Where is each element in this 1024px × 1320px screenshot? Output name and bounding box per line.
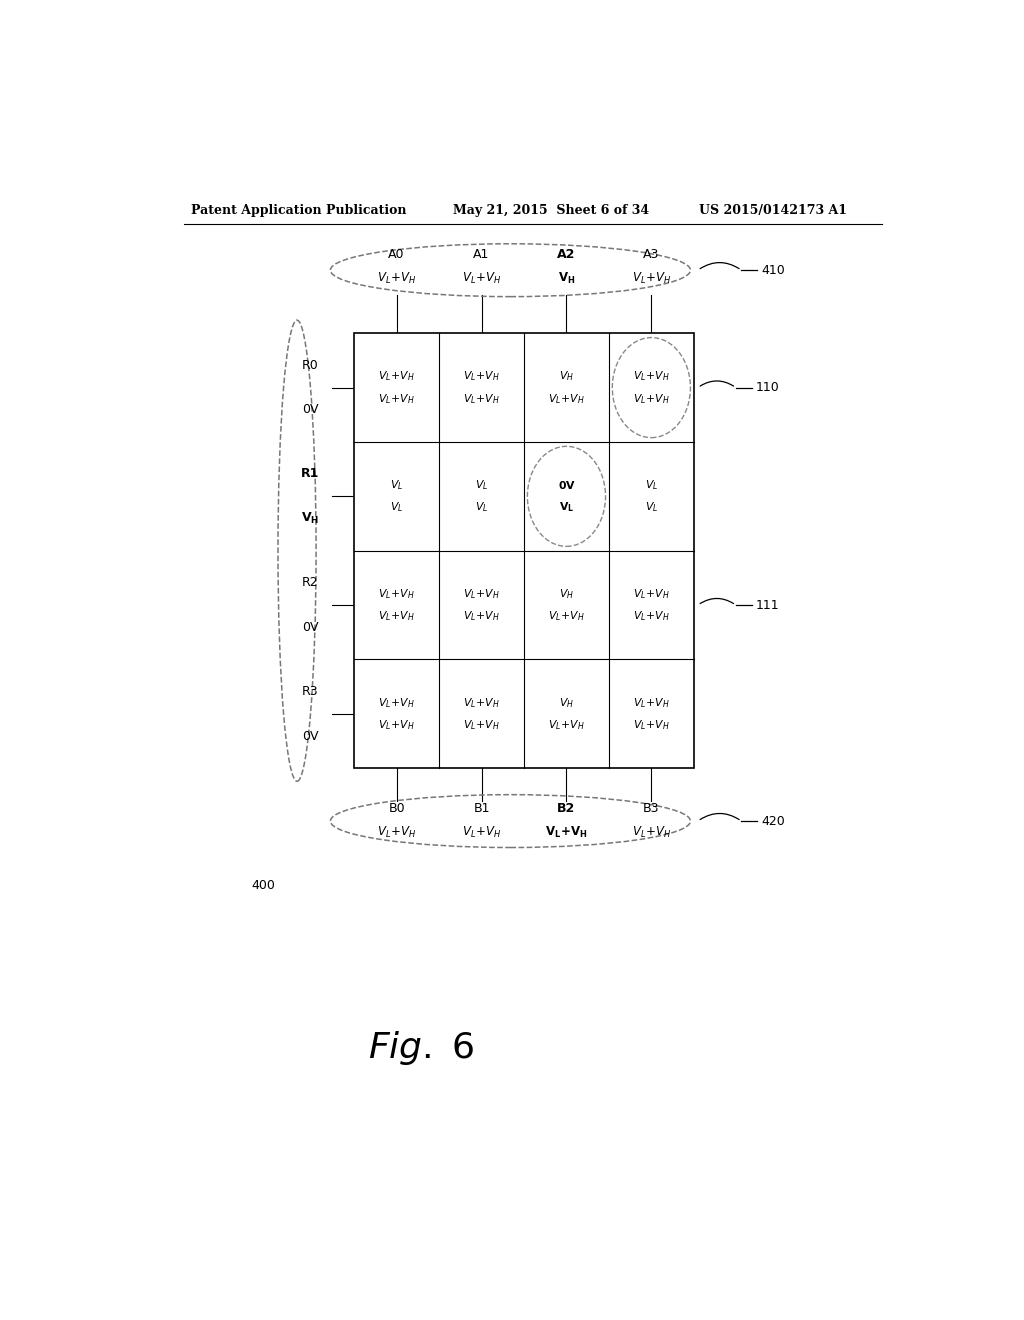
Text: $V_L\!+\!V_H$: $V_L\!+\!V_H$	[378, 370, 415, 383]
Text: 111: 111	[756, 598, 779, 611]
Text: Patent Application Publication: Patent Application Publication	[191, 205, 407, 216]
Text: $V_L\!+\!V_H$: $V_L\!+\!V_H$	[378, 718, 415, 733]
Text: R3: R3	[302, 685, 318, 698]
Text: $\mathbf{V_H}$: $\mathbf{V_H}$	[301, 511, 319, 527]
Text: $V_H$: $V_H$	[559, 696, 573, 710]
Text: $V_L\!+\!V_H$: $V_L\!+\!V_H$	[377, 825, 417, 840]
Text: $V_H$: $V_H$	[559, 370, 573, 383]
Text: May 21, 2015  Sheet 6 of 34: May 21, 2015 Sheet 6 of 34	[454, 205, 649, 216]
Text: $V_L$: $V_L$	[645, 478, 658, 492]
Text: $V_L$: $V_L$	[645, 500, 658, 515]
Text: $V_H$: $V_H$	[559, 587, 573, 601]
Text: US 2015/0142173 A1: US 2015/0142173 A1	[699, 205, 848, 216]
Text: R0: R0	[302, 359, 318, 372]
Text: B1: B1	[473, 803, 489, 816]
Text: $V_L\!+\!V_H$: $V_L\!+\!V_H$	[462, 271, 502, 286]
Text: $V_L$: $V_L$	[475, 500, 488, 515]
Text: $V_L\!+\!V_H$: $V_L\!+\!V_H$	[548, 392, 585, 405]
Text: $V_L\!+\!V_H$: $V_L\!+\!V_H$	[633, 392, 670, 405]
Text: $V_L\!+\!V_H$: $V_L\!+\!V_H$	[463, 718, 500, 733]
Text: $V_L\!+\!V_H$: $V_L\!+\!V_H$	[633, 370, 670, 383]
Text: $V_L\!+\!V_H$: $V_L\!+\!V_H$	[632, 271, 671, 286]
Text: $V_L\!+\!V_H$: $V_L\!+\!V_H$	[462, 825, 502, 840]
Text: 110: 110	[756, 381, 779, 395]
Text: $V_L\!+\!V_H$: $V_L\!+\!V_H$	[633, 718, 670, 733]
Text: $V_L\!+\!V_H$: $V_L\!+\!V_H$	[548, 718, 585, 733]
Text: $V_L\!+\!V_H$: $V_L\!+\!V_H$	[548, 610, 585, 623]
Text: 0V: 0V	[302, 730, 318, 743]
Text: $V_L\!+\!V_H$: $V_L\!+\!V_H$	[378, 392, 415, 405]
Text: B3: B3	[643, 803, 659, 816]
Text: A0: A0	[388, 248, 404, 261]
Text: $V_L\!+\!V_H$: $V_L\!+\!V_H$	[463, 696, 500, 710]
Text: $V_L\!+\!V_H$: $V_L\!+\!V_H$	[378, 587, 415, 601]
Text: $V_L$: $V_L$	[390, 478, 403, 492]
Text: $V_L\!+\!V_H$: $V_L\!+\!V_H$	[633, 696, 670, 710]
Text: R2: R2	[302, 577, 318, 589]
Text: B2: B2	[557, 803, 575, 816]
Text: 400: 400	[251, 879, 274, 891]
Text: B0: B0	[388, 803, 404, 816]
Text: 0V: 0V	[302, 404, 318, 416]
Text: A3: A3	[643, 248, 659, 261]
Text: 410: 410	[761, 264, 785, 277]
Text: $\mathbf{V_L\!+\!V_H}$: $\mathbf{V_L\!+\!V_H}$	[545, 825, 588, 840]
Text: $V_L\!+\!V_H$: $V_L\!+\!V_H$	[463, 610, 500, 623]
Text: $V_L$: $V_L$	[475, 478, 488, 492]
Text: $V_L\!+\!V_H$: $V_L\!+\!V_H$	[633, 610, 670, 623]
Text: R1: R1	[301, 467, 319, 480]
Bar	[354, 333, 694, 768]
Text: $V_L\!+\!V_H$: $V_L\!+\!V_H$	[378, 696, 415, 710]
Text: $V_L\!+\!V_H$: $V_L\!+\!V_H$	[463, 370, 500, 383]
Text: $V_L\!+\!V_H$: $V_L\!+\!V_H$	[632, 825, 671, 840]
Text: $V_L\!+\!V_H$: $V_L\!+\!V_H$	[463, 392, 500, 405]
Text: $\mathit{Fig.\ 6}$: $\mathit{Fig.\ 6}$	[369, 1028, 475, 1067]
Text: $V_L\!+\!V_H$: $V_L\!+\!V_H$	[633, 587, 670, 601]
Text: $\mathbf{V_L}$: $\mathbf{V_L}$	[559, 500, 574, 515]
Text: A1: A1	[473, 248, 489, 261]
Text: 420: 420	[761, 814, 785, 828]
Text: $V_L\!+\!V_H$: $V_L\!+\!V_H$	[463, 587, 500, 601]
Text: $V_L\!+\!V_H$: $V_L\!+\!V_H$	[377, 271, 417, 286]
Text: $V_L$: $V_L$	[390, 500, 403, 515]
Text: A2: A2	[557, 248, 575, 261]
Text: $\mathbf{V_H}$: $\mathbf{V_H}$	[558, 271, 575, 286]
Text: $\mathbf{0V}$: $\mathbf{0V}$	[557, 479, 575, 491]
Text: $V_L\!+\!V_H$: $V_L\!+\!V_H$	[378, 610, 415, 623]
Text: 0V: 0V	[302, 620, 318, 634]
